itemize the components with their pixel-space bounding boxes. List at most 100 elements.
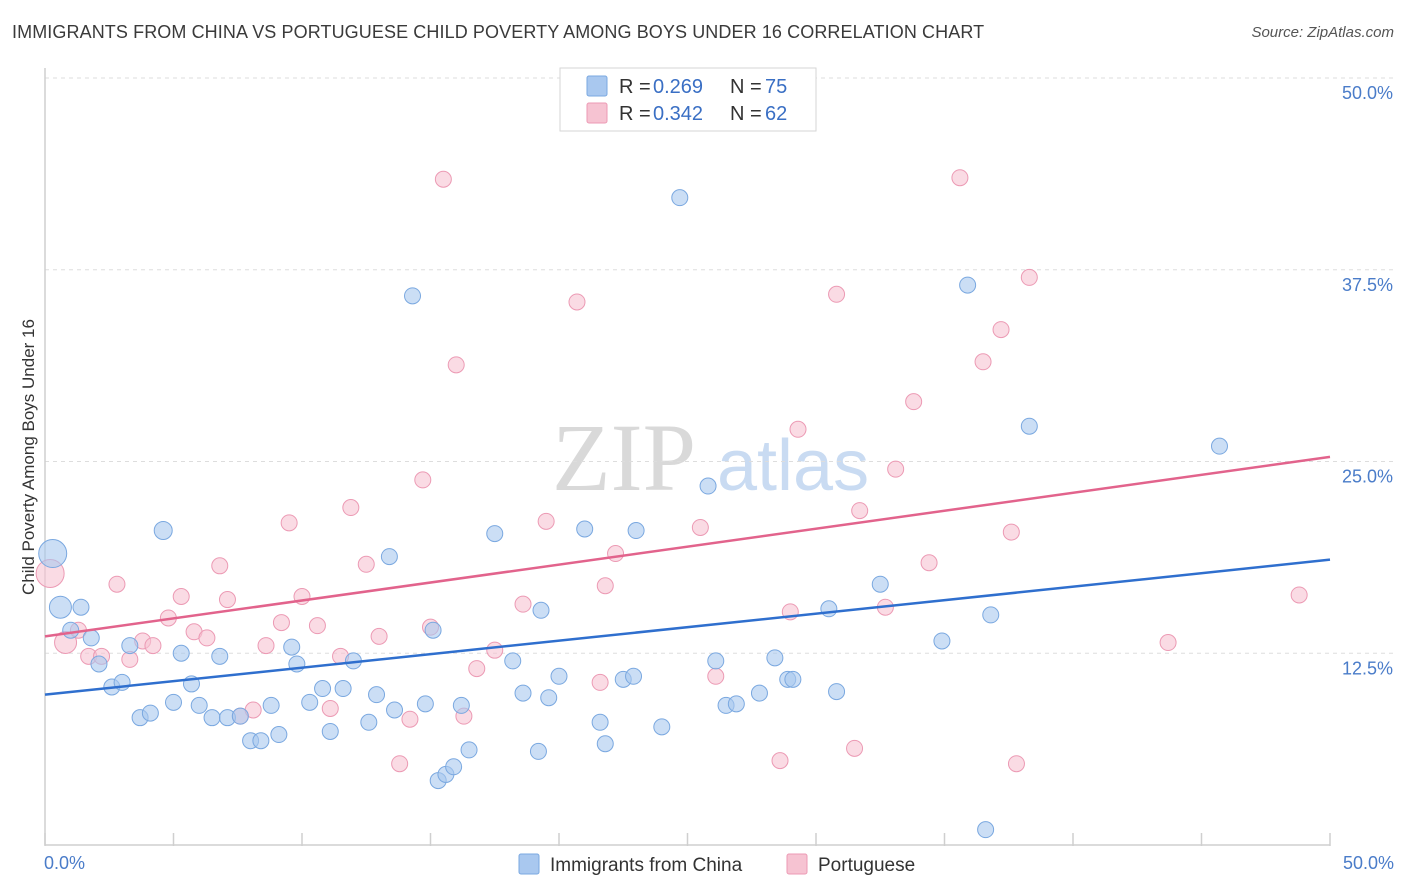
portuguese-point bbox=[771, 752, 789, 770]
legend-r-label-portuguese: R = bbox=[619, 103, 651, 125]
china-point bbox=[933, 632, 951, 650]
portuguese-point bbox=[691, 518, 709, 536]
china-point bbox=[591, 713, 609, 731]
portuguese-point bbox=[308, 617, 326, 635]
china-point bbox=[707, 652, 725, 670]
china-point bbox=[977, 821, 995, 839]
watermark-zip: ZIP bbox=[552, 404, 696, 511]
china-point bbox=[532, 601, 550, 619]
portuguese-point bbox=[1159, 634, 1177, 652]
portuguese-point bbox=[211, 557, 229, 575]
portuguese-point bbox=[591, 673, 609, 691]
portuguese-point bbox=[1020, 268, 1038, 286]
china-point bbox=[72, 598, 90, 616]
portuguese-point bbox=[1002, 523, 1020, 541]
grid-lines bbox=[45, 77, 1393, 654]
series-legend: Immigrants from China Portuguese bbox=[518, 853, 915, 876]
portuguese-point bbox=[280, 514, 298, 532]
portuguese-point bbox=[218, 591, 236, 609]
china-point bbox=[283, 638, 301, 656]
china-points bbox=[38, 189, 1228, 839]
legend-n-value-portuguese: 62 bbox=[765, 103, 787, 125]
y-tick-label: 37.5% bbox=[1342, 275, 1393, 295]
x-axis-ticks bbox=[44, 833, 1331, 846]
watermark-atlas: atlas bbox=[717, 426, 869, 506]
y-tick-label: 50.0% bbox=[1342, 83, 1393, 103]
portuguese-point bbox=[391, 755, 409, 773]
china-point bbox=[165, 693, 182, 711]
portuguese-point bbox=[514, 595, 532, 613]
china-point bbox=[121, 637, 139, 655]
china-point bbox=[766, 649, 784, 667]
china-point bbox=[460, 741, 478, 759]
china-point bbox=[416, 695, 434, 713]
portuguese-point bbox=[144, 637, 162, 655]
china-point bbox=[504, 652, 522, 670]
china-point bbox=[301, 693, 319, 711]
china-point bbox=[871, 575, 889, 593]
china-point bbox=[314, 680, 332, 698]
portuguese-point bbox=[537, 512, 555, 530]
legend-r-value-china: 0.269 bbox=[653, 76, 703, 98]
portuguese-point bbox=[401, 710, 419, 728]
portuguese-point bbox=[198, 629, 216, 647]
portuguese-point bbox=[108, 575, 126, 593]
china-point bbox=[386, 701, 404, 719]
x-tick-label-max: 50.0% bbox=[1343, 853, 1394, 873]
portuguese-point bbox=[486, 641, 504, 659]
china-point bbox=[48, 595, 72, 619]
china-point bbox=[38, 539, 68, 569]
portuguese-point bbox=[357, 555, 375, 573]
china-point bbox=[203, 709, 221, 727]
portuguese-point bbox=[992, 321, 1010, 339]
china-point bbox=[153, 521, 173, 541]
china-point bbox=[820, 600, 838, 618]
portuguese-point bbox=[846, 739, 864, 757]
stats-legend: R = 0.269 N = 75 R = 0.342 N = 62 bbox=[559, 67, 817, 132]
portuguese-point bbox=[974, 353, 992, 371]
china-point bbox=[727, 695, 745, 713]
china-point bbox=[262, 696, 280, 714]
portuguese-point bbox=[951, 169, 969, 187]
china-point bbox=[627, 522, 645, 540]
legend-swatch-portuguese bbox=[586, 102, 608, 124]
portuguese-point bbox=[342, 499, 360, 517]
portuguese-point bbox=[321, 699, 339, 717]
china-point bbox=[514, 684, 532, 702]
x-tick-label-min: 0.0% bbox=[44, 853, 85, 873]
legend-n-label-china: N = bbox=[730, 76, 762, 98]
china-point bbox=[231, 707, 249, 725]
y-axis-tick-labels: 12.5% 25.0% 37.5% 50.0% bbox=[1342, 83, 1393, 678]
legend-r-value-portuguese: 0.342 bbox=[653, 103, 703, 125]
portuguese-point bbox=[447, 356, 465, 374]
series-legend-swatch-portuguese bbox=[786, 853, 808, 875]
portuguese-point bbox=[887, 460, 905, 478]
china-point bbox=[982, 606, 1000, 624]
y-axis-label: Child Poverty Among Boys Under 16 bbox=[19, 319, 38, 595]
portuguese-point bbox=[434, 170, 452, 188]
source-label: Source: ZipAtlas.com bbox=[1251, 24, 1394, 41]
legend-n-label-portuguese: N = bbox=[730, 103, 762, 125]
y-tick-label: 25.0% bbox=[1342, 467, 1393, 487]
series-legend-label-portuguese: Portuguese bbox=[818, 855, 915, 876]
china-point bbox=[141, 704, 159, 722]
china-point bbox=[596, 735, 614, 753]
portuguese-point bbox=[607, 545, 625, 563]
china-point bbox=[540, 689, 558, 707]
china-point bbox=[1020, 417, 1038, 435]
china-point bbox=[404, 287, 422, 305]
portuguese-trendline bbox=[44, 455, 1331, 638]
portuguese-point bbox=[568, 293, 586, 311]
china-point bbox=[360, 713, 378, 731]
portuguese-point bbox=[707, 667, 725, 685]
portuguese-point bbox=[370, 627, 388, 645]
china-point bbox=[699, 477, 717, 495]
portuguese-point bbox=[905, 393, 923, 411]
watermark: ZIP atlas bbox=[552, 404, 869, 511]
china-point bbox=[529, 742, 547, 760]
china-point bbox=[550, 667, 568, 685]
series-legend-swatch-china bbox=[518, 853, 540, 875]
portuguese-point bbox=[414, 471, 432, 489]
china-point bbox=[671, 189, 689, 207]
